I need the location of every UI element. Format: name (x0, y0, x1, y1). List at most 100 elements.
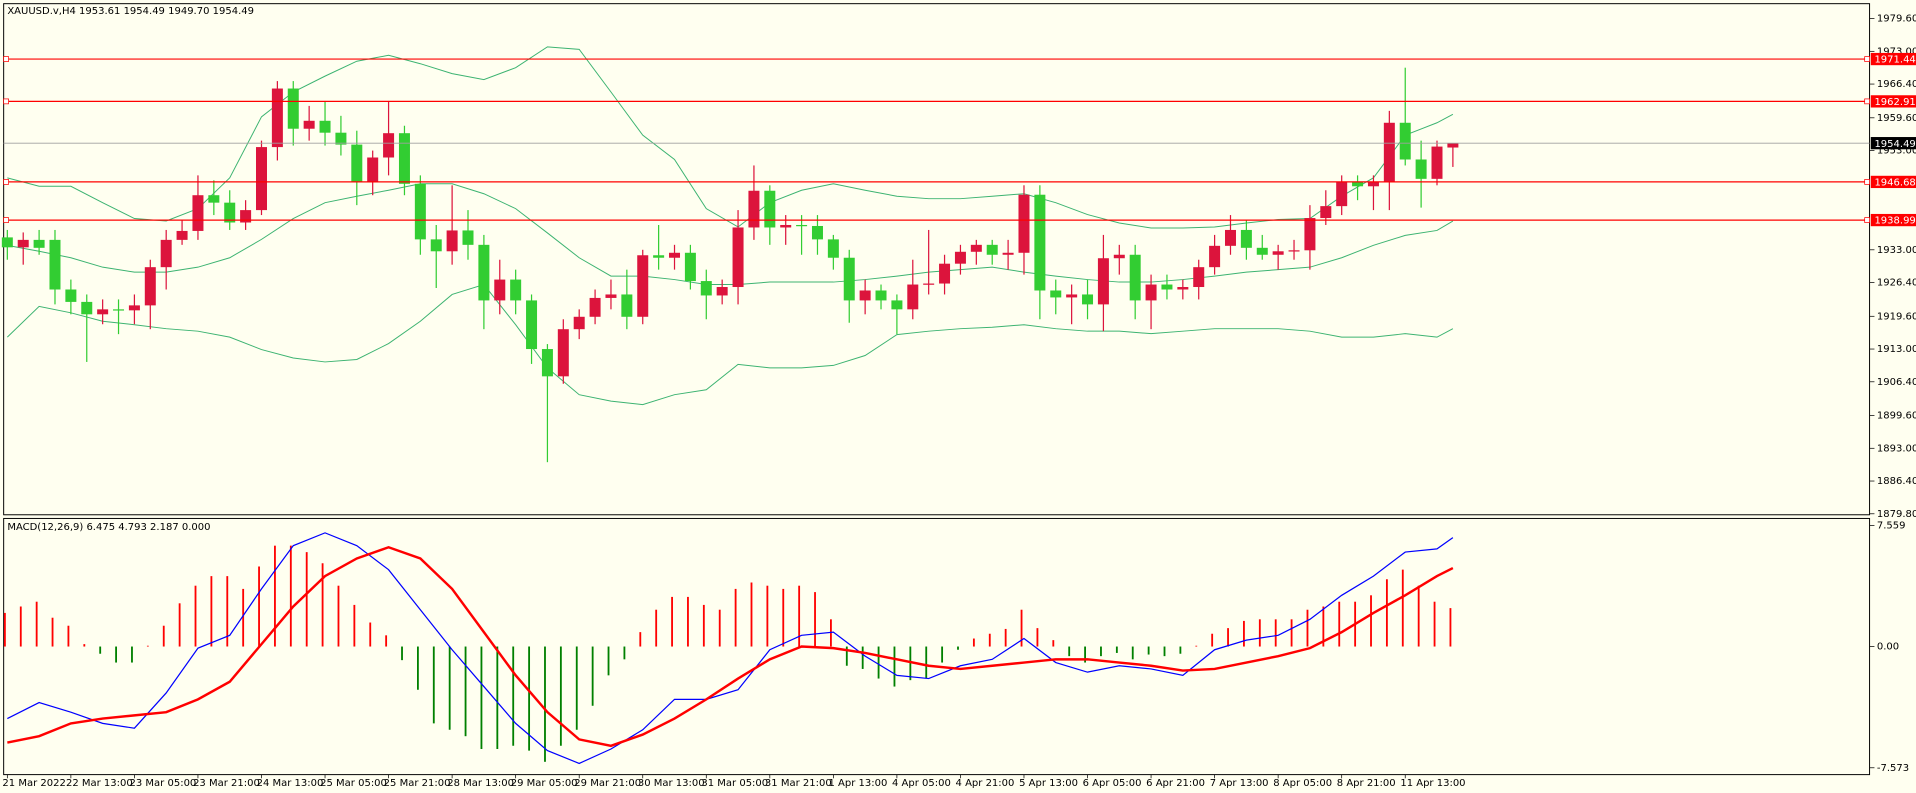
candle-body (49, 239, 61, 290)
y-tick-label: 1879.80 (1877, 509, 1916, 520)
candle-body (287, 88, 299, 129)
candle-body (1209, 245, 1221, 268)
candle-body (1, 237, 13, 248)
candle-body (17, 239, 29, 248)
x-tick-label: 8 Apr 21:00 (1337, 778, 1396, 789)
price-label-bg (1870, 137, 1916, 150)
candle-body (97, 309, 109, 315)
candle-body (605, 294, 617, 298)
candle-body (811, 225, 823, 240)
candle-body (430, 239, 442, 252)
x-tick-label: 23 Mar 05:00 (130, 778, 197, 789)
candle-body (240, 210, 252, 223)
y-tick-label: -7.573 (1877, 763, 1909, 774)
candle-body (1034, 194, 1046, 291)
candle-body (621, 294, 633, 317)
indicator-line (7, 532, 1454, 765)
candle-body (1367, 181, 1379, 187)
y-tick-label: 1926.40 (1877, 278, 1916, 289)
candle-body (1082, 294, 1094, 305)
x-tick-label: 8 Apr 05:00 (1273, 778, 1332, 789)
level-anchor (1864, 56, 1870, 62)
candle-body (192, 195, 204, 231)
candle-body (1320, 206, 1332, 219)
level-anchor (1864, 98, 1870, 105)
y-tick-label: 1933.00 (1877, 245, 1916, 256)
candle-body (398, 133, 410, 184)
candle-body (1336, 181, 1348, 207)
y-tick-label: 1959.60 (1877, 113, 1916, 124)
candle-body (589, 297, 601, 317)
candle-body (128, 305, 140, 311)
x-tick-label: 30 Mar 13:00 (638, 778, 705, 789)
x-tick-label: 11 Apr 13:00 (1400, 778, 1465, 789)
y-tick-label: 1886.40 (1877, 476, 1916, 487)
candle-body (1129, 254, 1141, 301)
candle-body (1066, 294, 1078, 298)
x-tick-label: 25 Mar 21:00 (384, 778, 451, 789)
candle-body (1240, 229, 1252, 248)
candle-body (1193, 267, 1205, 288)
x-tick-label: 1 Apr 13:00 (828, 778, 887, 789)
candle-body (970, 244, 982, 252)
candle-body (478, 244, 490, 301)
candle-body (510, 279, 522, 301)
candle-body (1113, 254, 1125, 259)
level-anchor (1864, 217, 1870, 223)
candle-body (1431, 146, 1443, 179)
x-tick-label: 21 Mar 2022 (2, 778, 65, 789)
candle-body (1256, 247, 1268, 255)
level-label-bg (1870, 52, 1916, 66)
candle-body (986, 244, 998, 255)
candle-body (1224, 229, 1236, 246)
macd-header: MACD(12,26,9) 6.475 4.793 2.187 0.000 (7, 522, 210, 533)
candle-body (541, 349, 553, 377)
candle-body (319, 120, 331, 133)
candle-body (303, 120, 315, 129)
y-tick-label: 1979.60 (1877, 14, 1916, 25)
level-anchor (1864, 179, 1870, 185)
y-tick-label: 1953.00 (1877, 146, 1916, 157)
y-tick-label: 1893.00 (1877, 443, 1916, 454)
level-label-bg (1870, 213, 1916, 227)
level-label-bg (1870, 175, 1916, 189)
x-tick-label: 28 Mar 13:00 (447, 778, 514, 789)
y-tick-label: 7.559 (1877, 521, 1906, 532)
candle-body (1399, 122, 1411, 160)
candle-body (748, 190, 760, 228)
x-tick-label: 29 Mar 21:00 (574, 778, 641, 789)
candle-body (669, 252, 681, 258)
candle-body (1288, 250, 1300, 252)
candle-body (367, 157, 379, 182)
candle-body (414, 183, 426, 240)
candle-body (780, 224, 792, 228)
candle-body (208, 195, 220, 203)
y-tick-label: 1973.00 (1877, 46, 1916, 57)
candle-body (923, 283, 935, 285)
candle-body (1050, 290, 1062, 298)
candle-body (462, 230, 474, 245)
x-tick-label: 23 Mar 21:00 (193, 778, 260, 789)
indicator-line (7, 545, 1454, 748)
x-tick-label: 25 Mar 05:00 (320, 778, 387, 789)
level-anchor (3, 179, 9, 185)
candle-body (827, 239, 839, 258)
level-anchor (3, 217, 9, 223)
x-tick-label: 4 Apr 05:00 (892, 778, 951, 789)
candle-body (653, 255, 665, 258)
candle-body (637, 255, 649, 317)
candle-body (700, 281, 712, 296)
candle-body (1097, 258, 1109, 305)
candle-body (224, 202, 236, 223)
candle-body (176, 230, 188, 240)
level-label: 1962.91 (1874, 97, 1915, 108)
level-label-bg (1870, 95, 1916, 108)
x-tick-label: 31 Mar 05:00 (701, 778, 768, 789)
candle-body (144, 267, 156, 306)
price-label: 1954.49 (1874, 139, 1915, 150)
y-tick-label: 0.00 (1877, 642, 1899, 653)
chart-header: XAUUSD.v,H4 1953.61 1954.49 1949.70 1954… (7, 6, 254, 17)
candle-body (954, 251, 966, 264)
candle-body (796, 224, 808, 227)
